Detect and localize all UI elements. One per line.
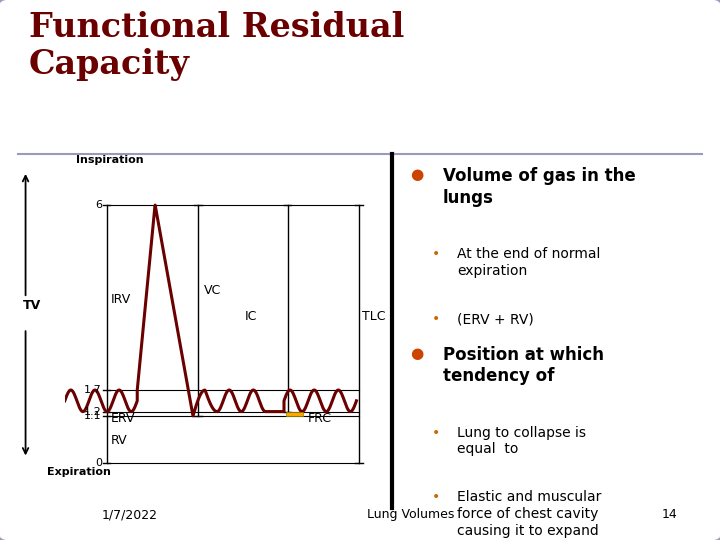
- Text: IRV: IRV: [112, 293, 132, 306]
- Text: IC: IC: [244, 310, 257, 323]
- Text: TLC: TLC: [362, 310, 385, 323]
- Text: •: •: [432, 490, 440, 504]
- Text: Functional Residual
Capacity: Functional Residual Capacity: [29, 11, 404, 80]
- Text: FRC: FRC: [308, 411, 332, 424]
- Text: VC: VC: [204, 285, 221, 298]
- Text: (ERV + RV): (ERV + RV): [457, 312, 534, 326]
- Text: 14: 14: [662, 508, 678, 521]
- Text: •: •: [432, 426, 440, 440]
- Text: Position at which
tendency of: Position at which tendency of: [443, 346, 604, 385]
- Text: ●: ●: [410, 167, 423, 183]
- Bar: [286, 411, 303, 416]
- Text: At the end of normal
expiration: At the end of normal expiration: [457, 247, 600, 278]
- Text: 1.2: 1.2: [84, 407, 102, 416]
- Text: 1.7: 1.7: [84, 385, 102, 395]
- Text: Volume of gas in the
lungs: Volume of gas in the lungs: [443, 167, 636, 207]
- Text: TV: TV: [23, 299, 41, 312]
- Text: RV: RV: [112, 434, 128, 448]
- Text: •: •: [432, 312, 440, 326]
- Text: Elastic and muscular
force of chest cavity
causing it to expand: Elastic and muscular force of chest cavi…: [457, 490, 602, 538]
- Text: 6: 6: [95, 200, 102, 210]
- Text: 1/7/2022: 1/7/2022: [102, 508, 158, 521]
- Text: •: •: [432, 247, 440, 261]
- Text: ERV: ERV: [112, 411, 136, 424]
- Text: ●: ●: [410, 346, 423, 361]
- Text: Lung to collapse is
equal  to: Lung to collapse is equal to: [457, 426, 586, 456]
- Text: Expiration: Expiration: [47, 467, 111, 477]
- Text: Inspiration: Inspiration: [76, 154, 143, 165]
- Text: Lung Volumes: Lung Volumes: [366, 508, 454, 521]
- Text: 1.1: 1.1: [84, 411, 102, 421]
- Text: 0: 0: [95, 458, 102, 468]
